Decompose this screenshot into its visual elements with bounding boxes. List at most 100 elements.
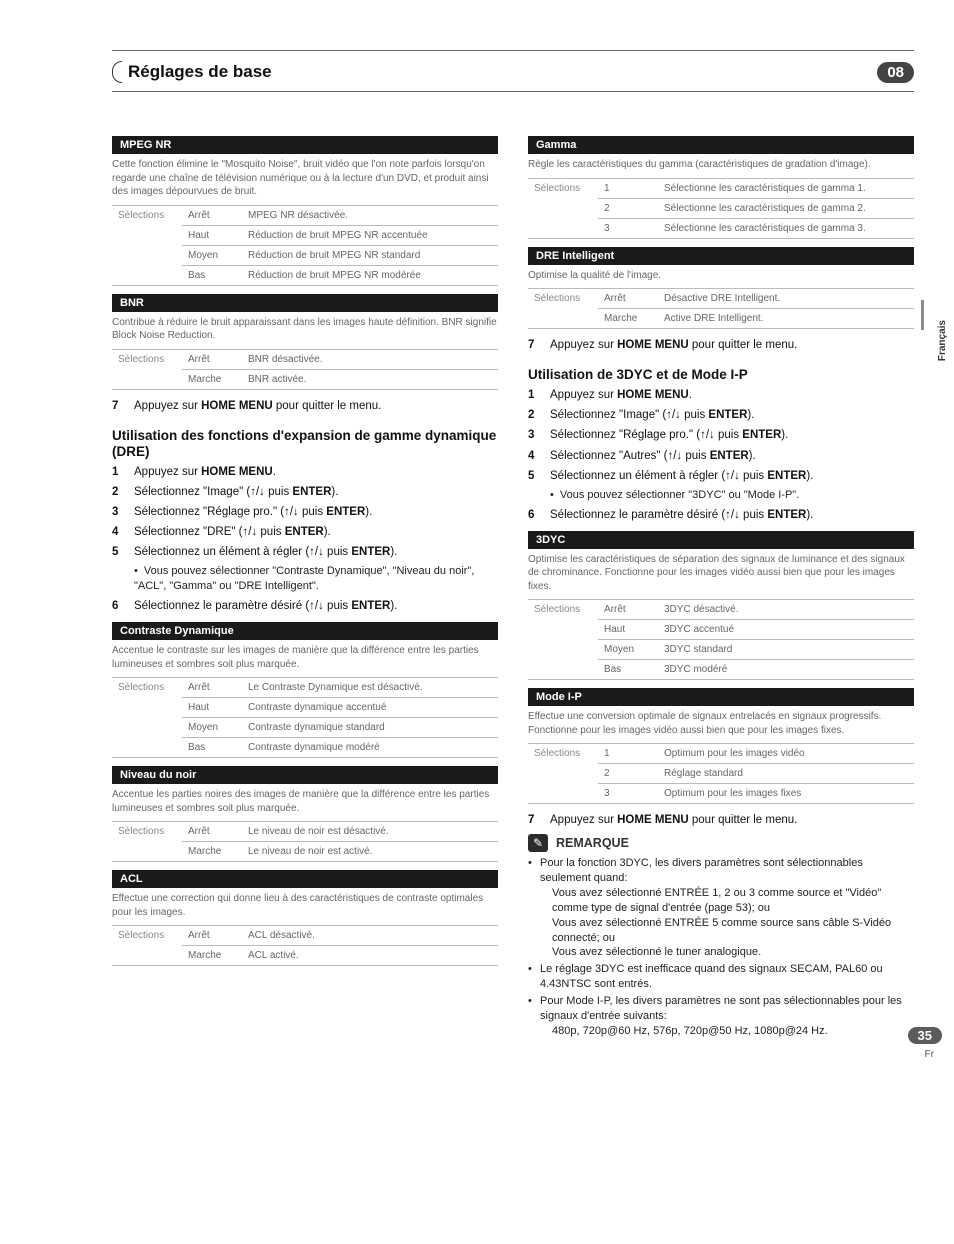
ip-table: Sélections1Optimum pour les images vidéo… (528, 743, 914, 804)
table-row: SélectionsArrêtLe Contraste Dynamique es… (112, 678, 498, 698)
numbered-step: 5Sélectionnez un élément à régler (↑/↓ p… (528, 468, 914, 484)
numbered-step: 1 Appuyez sur HOME MENU. (112, 464, 498, 480)
3dyc-desc: Optimise les caractéristiques de séparat… (528, 549, 914, 600)
option-desc: Sélectionne les caractéristiques de gamm… (658, 198, 914, 218)
mpeg-bar: MPEG NR (112, 136, 498, 154)
option-name: Moyen (182, 718, 242, 738)
right-column: Gamma Règle les caractéristiques du gamm… (528, 128, 914, 1040)
note-item: Pour la fonction 3DYC, les divers paramè… (528, 856, 914, 960)
title-row: Réglages de base 08 (112, 61, 914, 83)
option-name: Moyen (182, 245, 242, 265)
option-name: 2 (598, 198, 658, 218)
step-num: 3 (112, 504, 124, 520)
selections-label: Sélections (528, 744, 598, 804)
contraste-desc: Accentue le contraste sur les images de … (112, 640, 498, 677)
right-step7b: 7 Appuyez sur HOME MENU pour quitter le … (528, 812, 914, 828)
t: HOME MENU (617, 814, 689, 826)
option-desc: Réduction de bruit MPEG NR modérée (242, 265, 498, 285)
step-num: 6 (528, 507, 540, 523)
option-desc: Le Contraste Dynamique est désactivé. (242, 678, 498, 698)
option-desc: BNR désactivée. (242, 349, 498, 369)
note-line: 480p, 720p@60 Hz, 576p, 720p@50 Hz, 1080… (540, 1024, 914, 1039)
pencil-icon: ✎ (528, 834, 548, 852)
option-desc: Le niveau de noir est activé. (242, 842, 498, 862)
option-desc: Optimum pour les images fixes (658, 784, 914, 804)
step-num: 1 (112, 464, 124, 480)
option-desc: Réglage standard (658, 764, 914, 784)
step-text: Sélectionnez "Réglage pro." (↑/↓ puis EN… (134, 504, 372, 520)
option-desc: Active DRE Intelligent. (658, 309, 914, 329)
right-step7a: 7 Appuyez sur HOME MENU pour quitter le … (528, 337, 914, 353)
note-line: Vous avez sélectionné le tuner analogiqu… (540, 945, 914, 960)
option-desc: BNR activée. (242, 369, 498, 389)
option-name: Arrêt (182, 349, 242, 369)
title-lead-shape (112, 61, 122, 83)
t: Appuyez sur (550, 814, 617, 826)
option-name: Haut (182, 698, 242, 718)
option-name: Marche (182, 946, 242, 966)
numbered-step: 2Sélectionnez "Image" (↑/↓ puis ENTER). (112, 484, 498, 500)
option-name: Arrêt (182, 205, 242, 225)
page-number-badge: 35 (908, 1027, 942, 1044)
note-item: Le réglage 3DYC est inefficace quand des… (528, 962, 914, 992)
selections-label: Sélections (528, 289, 598, 329)
dre-table: SélectionsArrêtDésactive DRE Intelligent… (528, 288, 914, 329)
step-num: 6 (112, 598, 124, 614)
option-desc: Le niveau de noir est désactivé. (242, 822, 498, 842)
left-column: MPEG NR Cette fonction élimine le "Mosqu… (112, 128, 498, 1040)
top-rule (112, 50, 914, 51)
option-name: Bas (598, 660, 658, 680)
t: pour quitter le menu. (689, 339, 798, 351)
step-num: 7 (528, 337, 540, 353)
option-desc: Réduction de bruit MPEG NR standard (242, 245, 498, 265)
noir-bar: Niveau du noir (112, 766, 498, 784)
numbered-step: 4Sélectionnez "Autres" (↑/↓ puis ENTER). (528, 448, 914, 464)
step-text: Sélectionnez "Image" (↑/↓ puis ENTER). (550, 407, 754, 423)
step-text: Appuyez sur HOME MENU pour quitter le me… (550, 812, 797, 828)
numbered-step: 1Appuyez sur HOME MENU. (528, 387, 914, 403)
option-name: Haut (598, 620, 658, 640)
selections-label: Sélections (528, 600, 598, 680)
option-name: Arrêt (598, 289, 658, 309)
selections-label: Sélections (112, 205, 182, 285)
step-num: 7 (112, 398, 124, 414)
t: HOME MENU (201, 400, 273, 412)
note-line: Vous avez sélectionné ENTRÉE 1, 2 ou 3 c… (540, 886, 914, 916)
contraste-table: SélectionsArrêtLe Contraste Dynamique es… (112, 677, 498, 758)
option-name: 1 (598, 178, 658, 198)
numbered-step: 4Sélectionnez "DRE" (↑/↓ puis ENTER). (112, 524, 498, 540)
selections-label: Sélections (112, 822, 182, 862)
selections-label: Sélections (112, 678, 182, 758)
option-name: Bas (182, 265, 242, 285)
option-desc: 3DYC modéré (658, 660, 914, 680)
table-row: SélectionsArrêt3DYC désactivé. (528, 600, 914, 620)
section-dre-title: Utilisation des fonctions d'expansion de… (112, 428, 498, 460)
selections-label: Sélections (112, 349, 182, 389)
dre-bar: DRE Intelligent (528, 247, 914, 265)
step-text: Sélectionnez "Réglage pro." (↑/↓ puis EN… (550, 427, 788, 443)
option-desc: 3DYC standard (658, 640, 914, 660)
contraste-bar: Contraste Dynamique (112, 622, 498, 640)
numbered-step: 2Sélectionnez "Image" (↑/↓ puis ENTER). (528, 407, 914, 423)
step-text: Appuyez sur HOME MENU. (134, 464, 276, 480)
table-row: SélectionsArrêtDésactive DRE Intelligent… (528, 289, 914, 309)
note-item: Pour Mode I-P, les divers paramètres ne … (528, 994, 914, 1039)
option-desc: Contraste dynamique accentué (242, 698, 498, 718)
step-text: Sélectionnez un élément à régler (↑/↓ pu… (550, 468, 813, 484)
option-name: 2 (598, 764, 658, 784)
two-columns: MPEG NR Cette fonction élimine le "Mosqu… (112, 128, 914, 1040)
t: Appuyez sur (134, 400, 201, 412)
option-name: Haut (182, 225, 242, 245)
step-num: 4 (112, 524, 124, 540)
option-name: Arrêt (598, 600, 658, 620)
step-num: 2 (112, 484, 124, 500)
option-name: Arrêt (182, 678, 242, 698)
option-desc: MPEG NR désactivée. (242, 205, 498, 225)
option-desc: Contraste dynamique modéré (242, 738, 498, 758)
table-row: Sélections1Optimum pour les images vidéo (528, 744, 914, 764)
t: Appuyez sur (550, 339, 617, 351)
option-desc: ACL activé. (242, 946, 498, 966)
option-desc: Sélectionne les caractéristiques de gamm… (658, 218, 914, 238)
dre-steps: 1 Appuyez sur HOME MENU. 2Sélectionnez "Im… (112, 464, 498, 614)
option-name: Marche (182, 369, 242, 389)
